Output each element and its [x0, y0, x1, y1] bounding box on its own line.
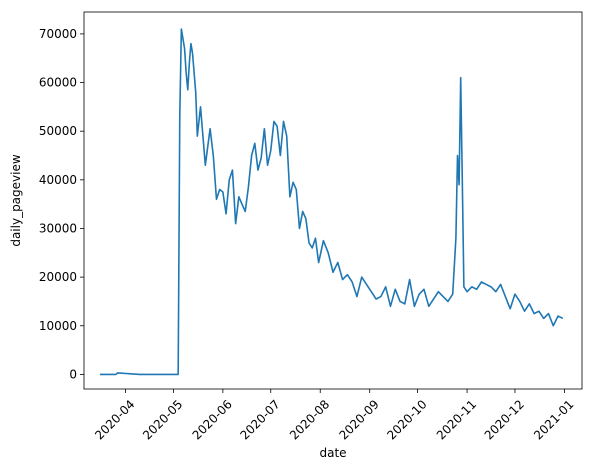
x-axis: 2020-04 2020-05 2020-06 2020-07 2020-08 2020-…	[92, 389, 577, 443]
y-tick-label: 30000	[39, 221, 77, 235]
plot-frame	[83, 11, 583, 390]
y-tick-label: 70000	[39, 27, 77, 41]
plot-lines	[99, 28, 564, 376]
x-tick-label: 2020-10	[384, 397, 429, 442]
x-tick-label: 2020-04	[92, 397, 137, 442]
x-tick-label: 2020-06	[190, 397, 235, 442]
x-tick-label: 2020-12	[482, 397, 527, 442]
y-tick-label: 10000	[39, 319, 77, 333]
x-tick-label: 2020-11	[434, 397, 479, 442]
y-axis: 0 10000 20000 30000 40000 50000 60000 70000	[39, 27, 84, 381]
plot-area	[84, 12, 582, 389]
series-line-0	[99, 28, 564, 376]
y-tick-label: 0	[69, 367, 77, 381]
y-tick-label: 20000	[39, 270, 77, 284]
x-tick-label: 2020-05	[140, 397, 185, 442]
x-tick-label: 2020-09	[336, 397, 381, 442]
y-tick-label: 40000	[39, 173, 77, 187]
x-axis-label: date	[319, 446, 346, 460]
y-axis-label: daily_pageview	[9, 154, 23, 247]
x-tick-label: 2020-08	[287, 397, 332, 442]
y-tick-label: 60000	[39, 76, 77, 90]
x-tick-label: 2021-01	[531, 397, 576, 442]
x-tick-label: 2020-07	[237, 397, 282, 442]
y-tick-label: 50000	[39, 124, 77, 138]
